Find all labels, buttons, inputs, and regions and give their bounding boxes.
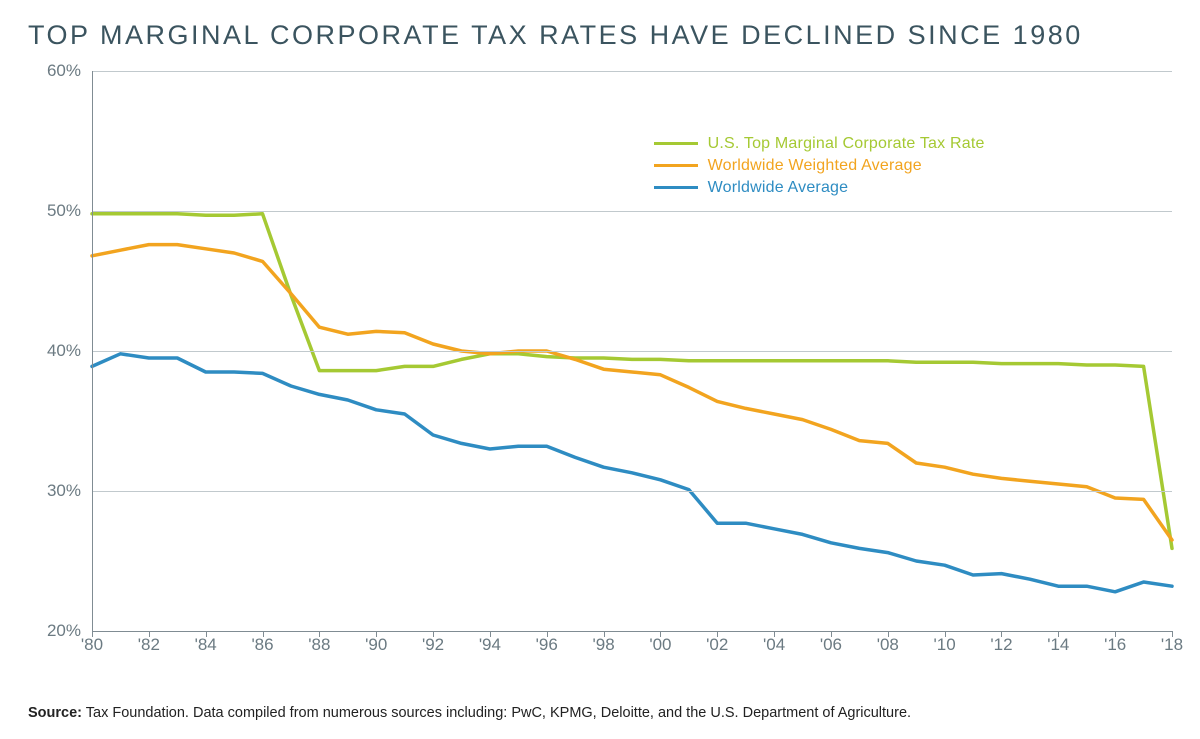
y-axis-label: 40% (36, 341, 81, 361)
gridline (92, 351, 1172, 352)
series-line-worldwide_avg (92, 354, 1172, 592)
source-note: Source: Tax Foundation. Data compiled fr… (28, 705, 911, 721)
source-text: Tax Foundation. Data compiled from numer… (82, 705, 911, 721)
source-label: Source: (28, 705, 82, 721)
x-axis-label: '16 (1104, 635, 1126, 655)
gridline (92, 71, 1172, 72)
x-axis-label: '82 (138, 635, 160, 655)
x-axis-label: '04 (763, 635, 785, 655)
legend-item: Worldwide Average (654, 177, 985, 199)
x-axis-label: '88 (308, 635, 330, 655)
chart-title: TOP MARGINAL CORPORATE TAX RATES HAVE DE… (28, 20, 1172, 51)
series-line-worldwide_weighted_avg (92, 245, 1172, 540)
y-axis-label: 60% (36, 61, 81, 81)
y-axis-label: 20% (36, 621, 81, 641)
legend-swatch (654, 142, 698, 146)
x-axis-label: '02 (706, 635, 728, 655)
legend-label: Worldwide Average (708, 179, 849, 197)
x-axis-label: '00 (649, 635, 671, 655)
x-axis-label: '18 (1161, 635, 1183, 655)
x-axis-label: '96 (536, 635, 558, 655)
x-axis-label: '12 (990, 635, 1012, 655)
plot-area: U.S. Top Marginal Corporate Tax Rate Worl… (42, 71, 1172, 631)
x-axis-label: '94 (479, 635, 501, 655)
legend: U.S. Top Marginal Corporate Tax Rate Worl… (654, 133, 985, 199)
x-axis-label: '08 (877, 635, 899, 655)
legend-label: Worldwide Weighted Average (708, 157, 922, 175)
x-axis-line (92, 631, 1172, 632)
x-axis-label: '86 (251, 635, 273, 655)
gridline (92, 211, 1172, 212)
y-axis-line (92, 71, 93, 631)
x-axis-label: '98 (593, 635, 615, 655)
x-axis-label: '90 (365, 635, 387, 655)
legend-swatch (654, 186, 698, 190)
x-axis-label: '10 (934, 635, 956, 655)
x-axis-label: '92 (422, 635, 444, 655)
x-axis-label: '14 (1047, 635, 1069, 655)
x-axis-label: '80 (81, 635, 103, 655)
gridline (92, 491, 1172, 492)
legend-item: U.S. Top Marginal Corporate Tax Rate (654, 133, 985, 155)
legend-label: U.S. Top Marginal Corporate Tax Rate (708, 135, 985, 153)
legend-swatch (654, 164, 698, 168)
series-line-us_top_marginal (92, 214, 1172, 549)
x-axis-label: '06 (820, 635, 842, 655)
y-axis-label: 30% (36, 481, 81, 501)
x-axis-label: '84 (195, 635, 217, 655)
legend-item: Worldwide Weighted Average (654, 155, 985, 177)
chart-container: TOP MARGINAL CORPORATE TAX RATES HAVE DE… (0, 0, 1200, 739)
y-axis-label: 50% (36, 201, 81, 221)
